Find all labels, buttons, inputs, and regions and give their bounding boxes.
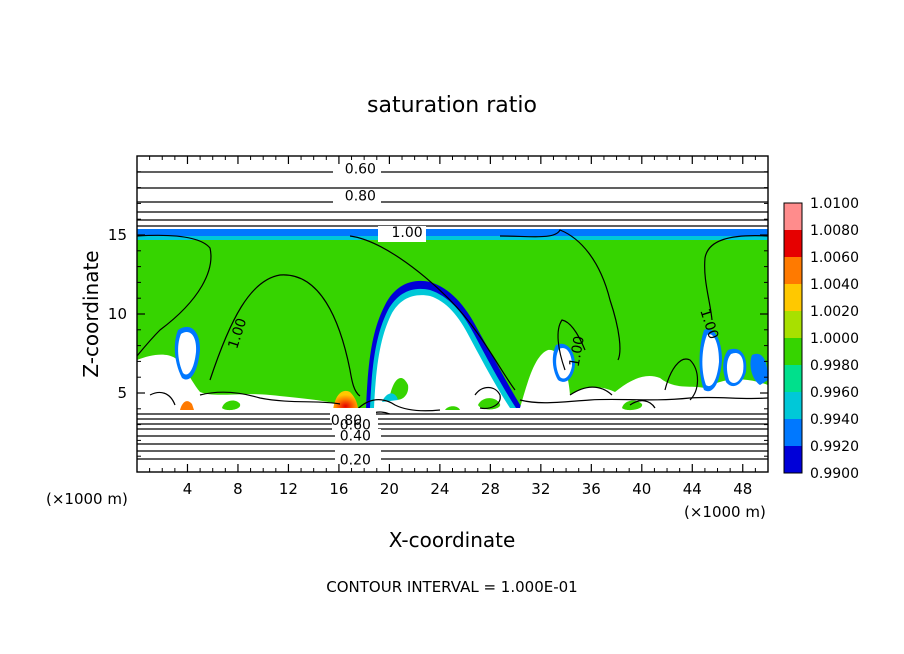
x-tick-label: 20 — [380, 480, 399, 498]
colorbar-label: 1.0100 — [810, 196, 859, 212]
contour-interval-note: CONTOUR INTERVAL = 1.000E-01 — [326, 578, 577, 596]
contour-label: 0.80 — [331, 413, 362, 429]
right-low-region — [520, 349, 768, 410]
x-tick-label: 4 — [183, 480, 193, 498]
colorbar-swatch — [784, 338, 802, 365]
y-tick-label: 15 — [108, 226, 127, 244]
y-axis: 5 10 15 — [108, 171, 768, 457]
colorbar-swatch — [784, 446, 802, 473]
x-tick-label: 40 — [632, 480, 651, 498]
contour-label: 0.60 — [345, 162, 376, 178]
colorbar-label: 1.0020 — [810, 304, 859, 320]
colorbar-label: 1.0080 — [810, 223, 859, 239]
colorbar-swatch — [784, 365, 802, 392]
x-unit-left: (×1000 m) — [46, 490, 128, 508]
colorbar-swatch — [784, 311, 802, 338]
right-blob-2 — [702, 334, 719, 387]
contour-label: 0.80 — [345, 189, 376, 205]
colorbar-swatch — [784, 230, 802, 257]
x-tick-label: 12 — [279, 480, 298, 498]
green-cell-1 — [222, 400, 241, 411]
x-tick-label: 28 — [481, 480, 500, 498]
warm-spot — [333, 390, 358, 410]
y-tick-label: 10 — [108, 305, 127, 323]
colorbar-label: 0.9900 — [810, 466, 859, 482]
colorbar-label: 0.9960 — [810, 385, 859, 401]
contour-label: 0.60 — [340, 418, 371, 434]
contour-label: 1.00 — [567, 335, 588, 368]
colorbar-label: 1.0040 — [810, 277, 859, 293]
colorbar-swatch — [784, 284, 802, 311]
y-axis-label: Z-coordinate — [79, 250, 103, 377]
chart-title: saturation ratio — [367, 93, 537, 118]
colorbar-swatch — [784, 419, 802, 446]
blue-rim-top — [137, 229, 768, 236]
colorbar-label: 1.0060 — [810, 250, 859, 266]
right-blob-3 — [726, 352, 744, 384]
warm-spot-2 — [180, 401, 194, 410]
upper-contours — [137, 171, 768, 227]
colorbar-swatch — [784, 392, 802, 419]
cyan-rim-top — [137, 236, 768, 240]
central-plume — [374, 295, 510, 408]
x-tick-label: 32 — [531, 480, 550, 498]
x-tick-label: 44 — [683, 480, 702, 498]
x-tick-label: 8 — [233, 480, 243, 498]
colorbar-label: 0.9940 — [810, 412, 859, 428]
lower-contours — [137, 413, 768, 460]
y-tick-label: 5 — [117, 384, 127, 402]
plot-area — [137, 156, 768, 472]
green-cell-5 — [390, 377, 409, 400]
x-axis: 4 8 12 16 20 24 28 32 36 40 44 48 — [149, 156, 756, 498]
x-axis-label: X-coordinate — [389, 528, 516, 552]
colorbar-label: 1.0000 — [810, 331, 859, 347]
contour-label: 1.00 — [391, 225, 422, 241]
colorbar-swatch — [784, 203, 802, 230]
saturation-contours — [137, 229, 768, 421]
left-low-region — [137, 354, 340, 410]
left-blob — [178, 332, 197, 375]
colorbar-frame — [783, 202, 803, 474]
green-cell-6 — [382, 393, 398, 402]
colorbar-label: 0.9920 — [810, 439, 859, 455]
contour-label: 0.20 — [340, 452, 371, 468]
x-tick-label: 16 — [329, 480, 348, 498]
colorbar: 1.0100 1.0080 1.0060 1.0040 1.0020 1.0000 0.99… — [783, 196, 859, 482]
x-tick-label: 24 — [430, 480, 449, 498]
colorbar-label: 0.9980 — [810, 358, 859, 374]
contour-label: 0.40 — [340, 429, 371, 445]
x-unit-right: (×1000 m) — [684, 503, 766, 521]
green-cell-2 — [445, 406, 460, 410]
contour-label-backgrounds — [330, 162, 426, 467]
x-tick-label: 48 — [733, 480, 752, 498]
colorbar-swatch — [784, 257, 802, 284]
right-blob-4-rim — [750, 353, 768, 385]
green-cell-4 — [622, 400, 643, 411]
x-tick-label: 36 — [582, 480, 601, 498]
